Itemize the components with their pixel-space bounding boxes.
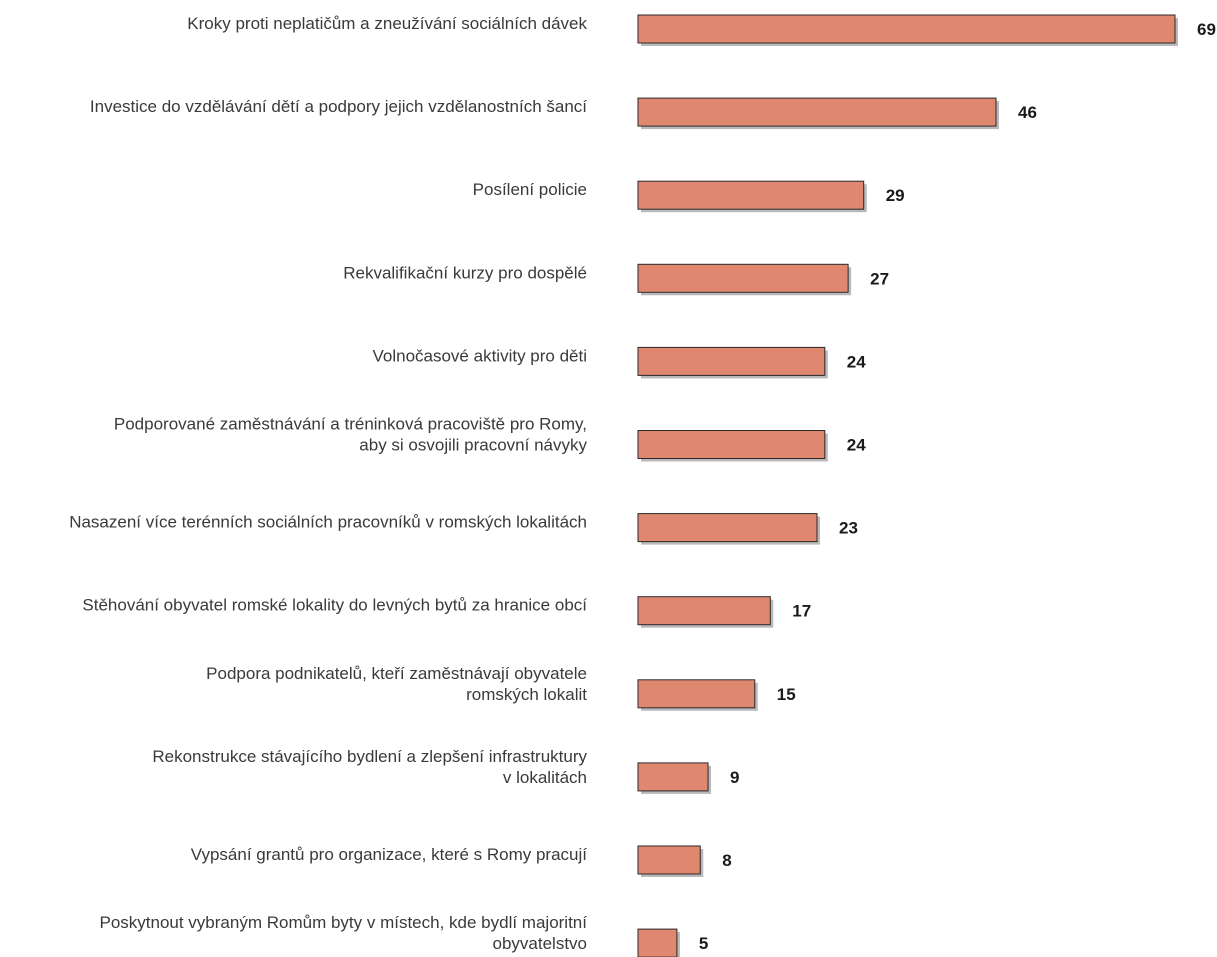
bar-5 bbox=[637, 430, 826, 459]
category-label-line: Stěhování obyvatel romské lokality do le… bbox=[82, 596, 587, 615]
category-label-line: Kroky proti neplatičům a zneužívání soci… bbox=[187, 14, 587, 33]
category-label-line: Posílení policie bbox=[473, 180, 587, 199]
bar-6 bbox=[637, 513, 818, 543]
value-label-3: 27 bbox=[870, 269, 889, 288]
bar-2 bbox=[637, 180, 865, 210]
category-label-line: Investice do vzdělávání dětí a podpory j… bbox=[90, 97, 587, 116]
value-label-8: 15 bbox=[777, 685, 796, 704]
bar-3 bbox=[637, 263, 849, 293]
category-label-line: aby si osvojili pracovní návyky bbox=[359, 436, 587, 455]
category-label-2: Posílení policie bbox=[473, 180, 587, 199]
value-label-1: 46 bbox=[1018, 103, 1037, 122]
category-label-line: Volnočasové aktivity pro děti bbox=[372, 346, 587, 365]
category-label-7: Stěhování obyvatel romské lokality do le… bbox=[82, 596, 587, 615]
value-label-5: 24 bbox=[847, 436, 866, 455]
category-label-9: Rekonstrukce stávajícího bydlení a zlepš… bbox=[152, 747, 587, 787]
value-label-7: 17 bbox=[792, 602, 811, 621]
bar-4 bbox=[637, 346, 826, 376]
category-label-4: Volnočasové aktivity pro děti bbox=[372, 346, 587, 365]
bar-7 bbox=[637, 596, 771, 626]
category-label-6: Nasazení více terénních sociálních praco… bbox=[69, 513, 587, 532]
category-label-3: Rekvalifikační kurzy pro dospělé bbox=[343, 263, 587, 282]
category-label-line: Podporované zaměstnávání a tréninková pr… bbox=[114, 415, 587, 434]
category-label-5: Podporované zaměstnávání a tréninková pr… bbox=[114, 415, 588, 455]
value-label-4: 24 bbox=[847, 352, 866, 371]
category-label-line: Rekonstrukce stávajícího bydlení a zlepš… bbox=[152, 747, 587, 766]
value-label-11: 5 bbox=[699, 934, 708, 953]
value-labels: 69 46 29 27 24 24 23 17 15 9 8 5 bbox=[699, 20, 1216, 953]
category-label-line: Vypsání grantů pro organizace, které s R… bbox=[191, 845, 588, 864]
value-label-6: 23 bbox=[839, 519, 858, 538]
category-label-line: Podpora podnikatelů, kteří zaměstnávají … bbox=[206, 664, 587, 683]
bar-8 bbox=[637, 679, 756, 709]
category-label-0: Kroky proti neplatičům a zneužívání soci… bbox=[187, 14, 587, 33]
category-label-1: Investice do vzdělávání dětí a podpory j… bbox=[90, 97, 587, 116]
bar-1 bbox=[637, 97, 997, 127]
category-label-8: Podpora podnikatelů, kteří zaměstnávají … bbox=[206, 664, 587, 704]
bar-11 bbox=[637, 928, 678, 957]
category-label-10: Vypsání grantů pro organizace, které s R… bbox=[191, 845, 588, 864]
value-label-0: 69 bbox=[1197, 20, 1216, 39]
bar-9 bbox=[637, 762, 709, 792]
category-label-line: Poskytnout vybraným Romům byty v místech… bbox=[99, 913, 587, 932]
category-label-11: Poskytnout vybraným Romům byty v místech… bbox=[99, 913, 587, 953]
bar-0 bbox=[637, 14, 1176, 44]
category-labels: Kroky proti neplatičům a zneužívání soci… bbox=[69, 14, 587, 953]
value-label-9: 9 bbox=[730, 768, 739, 787]
value-label-10: 8 bbox=[722, 851, 731, 870]
category-label-line: obyvatelstvo bbox=[493, 934, 588, 953]
category-label-line: romských lokalit bbox=[466, 685, 587, 704]
bar-10 bbox=[637, 845, 701, 875]
bars bbox=[637, 14, 1178, 957]
category-label-line: v lokalitách bbox=[503, 768, 587, 787]
category-label-line: Rekvalifikační kurzy pro dospělé bbox=[343, 263, 587, 282]
value-label-2: 29 bbox=[886, 186, 905, 205]
category-label-line: Nasazení více terénních sociálních praco… bbox=[69, 513, 587, 532]
